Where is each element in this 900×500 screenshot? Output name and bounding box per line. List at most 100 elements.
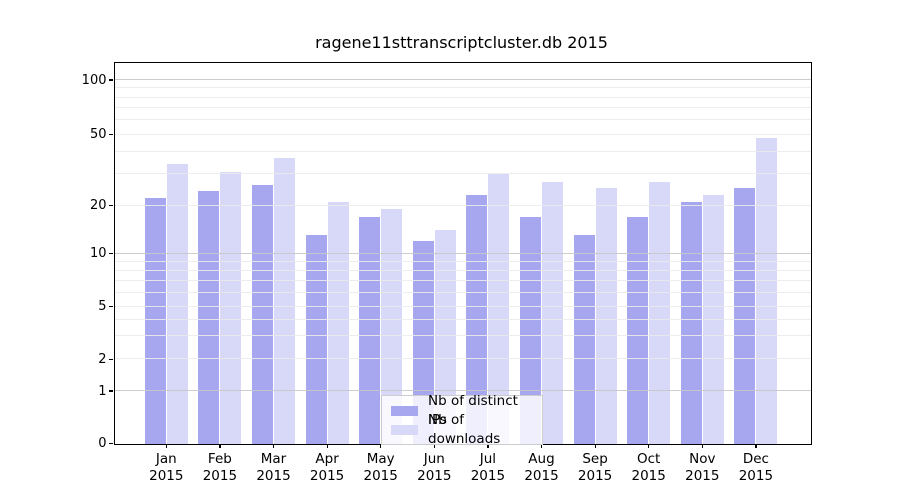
x-label-year: 2015 [363, 467, 398, 484]
x-tick-label-nov: Nov 2015 [685, 451, 719, 485]
x-label-year: 2015 [524, 467, 559, 484]
bar-distinct-ips-oct [627, 216, 649, 444]
y-tick-1 [109, 390, 114, 392]
x-tick-jul [487, 443, 489, 448]
gridline-major-1 [114, 390, 811, 391]
x-tick-apr [326, 443, 328, 448]
x-label-month: May [366, 450, 395, 467]
gridline-minor-6 [114, 291, 811, 293]
bar-distinct-ips-mar [252, 185, 273, 444]
legend-label-downloads: Nb of downloads [428, 411, 501, 447]
x-label-year: 2015 [577, 467, 613, 484]
x-tick-oct [648, 443, 650, 448]
x-tick-mar [273, 443, 275, 448]
x-label-year: 2015 [149, 467, 184, 484]
x-tick-label-oct: Oct 2015 [632, 451, 666, 485]
bar-distinct-ips-aug [520, 216, 541, 444]
bar-distinct-ips-apr [305, 235, 327, 444]
gridline-minor-3 [114, 335, 811, 337]
x-label-year: 2015 [738, 467, 774, 484]
chart-title: ragene11sttranscriptcluster.db 2015 [315, 33, 608, 52]
x-tick-sep [594, 443, 596, 448]
bar-distinct-ips-jun [412, 241, 434, 444]
y-tick-label-2: 2 [98, 351, 107, 367]
bar-distinct-ips-nov [680, 201, 702, 444]
bar-downloads-oct [649, 182, 671, 444]
gridline-minor-7 [114, 279, 811, 281]
y-tick-0 [109, 442, 114, 444]
x-tick-label-may: May 2015 [364, 451, 398, 485]
x-tick-label-jan: Jan 2015 [149, 451, 183, 485]
y-tick-10 [109, 253, 114, 255]
x-tick-label-mar: Mar 2015 [256, 451, 290, 485]
bar-downloads-aug [542, 182, 563, 444]
x-tick-label-feb: Feb 2015 [203, 451, 237, 485]
gridline-minor-60 [114, 119, 811, 121]
legend-row-distinct-ips: Nb of distinct IPs [391, 393, 534, 428]
x-label-month: Jul [479, 450, 497, 467]
x-label-year: 2015 [256, 467, 291, 484]
x-tick-label-sep: Sep 2015 [578, 451, 612, 485]
gridline-minor-5 [114, 305, 811, 307]
bar-distinct-ips-sep [573, 235, 595, 444]
x-tick-label-dec: Dec 2015 [739, 451, 773, 485]
x-tick-feb [219, 443, 221, 448]
gridline-minor-90 [114, 87, 811, 89]
bar-distinct-ips-jan [144, 198, 166, 444]
x-label-month: Aug [528, 450, 555, 467]
x-label-month: Sep [582, 450, 608, 467]
bar-downloads-jul [488, 174, 510, 444]
bar-distinct-ips-feb [198, 191, 220, 444]
x-label-month: Jun [423, 450, 445, 467]
y-tick-label-20: 20 [89, 198, 107, 213]
gridline-minor-50 [114, 133, 811, 135]
y-tick-50 [109, 133, 114, 136]
bar-distinct-ips-dec [734, 188, 756, 444]
y-tick-label-1: 1 [98, 383, 107, 399]
bar-downloads-feb [220, 171, 242, 444]
x-tick-may [380, 443, 382, 448]
y-tick-label-0: 0 [98, 436, 107, 451]
x-tick-dec [755, 443, 757, 448]
legend-swatch-distinct-ips [391, 405, 418, 416]
gridline-minor-30 [114, 173, 811, 175]
bar-downloads-may [381, 209, 403, 444]
x-label-month: Dec [742, 450, 769, 467]
gridline-minor-80 [114, 96, 811, 98]
gridline-minor-40 [114, 150, 811, 152]
x-label-month: Nov [689, 450, 716, 467]
x-tick-label-apr: Apr 2015 [310, 451, 344, 485]
y-tick-label-5: 5 [98, 299, 107, 315]
y-tick-100 [109, 79, 114, 81]
bar-distinct-ips-may [359, 216, 381, 444]
bar-downloads-sep [595, 188, 617, 444]
x-label-year: 2015 [685, 467, 720, 484]
bar-downloads-apr [327, 201, 349, 444]
legend-row-downloads: Nb of downloads [391, 412, 534, 447]
x-label-year: 2015 [202, 467, 238, 484]
gridline-minor-70 [114, 107, 811, 109]
x-tick-nov [701, 443, 703, 448]
x-label-month: Jan [155, 450, 177, 467]
y-tick-label-100: 100 [81, 72, 107, 88]
gridline-minor-20 [114, 204, 811, 206]
x-tick-aug [541, 443, 543, 448]
x-tick-jan [165, 443, 167, 448]
y-tick-5 [109, 306, 114, 308]
grid-layer [114, 63, 811, 444]
y-tick-20 [109, 204, 114, 206]
x-label-month: Mar [260, 450, 287, 467]
gridline-minor-2 [114, 358, 811, 360]
plot-area: 0 1 2 5 10 20 50 100 Jan 2015 Feb 2015 Mar 2015 Apr 201… [82, 61, 812, 484]
bar-downloads-dec [756, 137, 778, 444]
x-tick-label-jul: Jul 2015 [471, 451, 505, 485]
bar-downloads-jan [166, 164, 188, 444]
gridline-minor-9 [114, 260, 811, 262]
x-tick-label-jun: Jun 2015 [417, 451, 451, 485]
x-tick-label-aug: Aug 2015 [524, 451, 558, 485]
bar-downloads-mar [274, 157, 295, 444]
gridline-minor-4 [114, 318, 811, 320]
y-tick-label-10: 10 [89, 246, 107, 262]
legend-swatch-downloads [391, 424, 418, 435]
